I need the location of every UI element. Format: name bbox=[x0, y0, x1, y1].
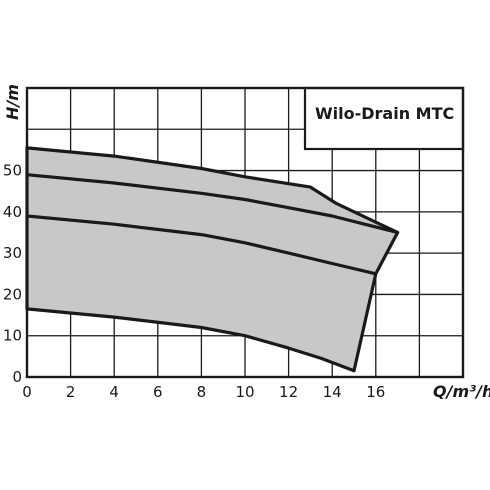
x-tick-label: 8 bbox=[197, 383, 207, 401]
title-box: Wilo-Drain MTC bbox=[303, 86, 465, 151]
tick-labels: 0 2 4 6 8 10 12 14 16 0 10 20 30 40 50 bbox=[3, 162, 385, 401]
chart-title: Wilo-Drain MTC bbox=[315, 104, 454, 123]
envelope-group bbox=[25, 146, 400, 373]
pump-curve-line-1 bbox=[25, 173, 400, 235]
plot-frame bbox=[25, 86, 465, 379]
x-tick-label: 0 bbox=[22, 383, 32, 401]
x-tick-label: 14 bbox=[323, 383, 342, 401]
x-tick-label: 12 bbox=[279, 383, 298, 401]
x-tick-label: 6 bbox=[153, 383, 163, 401]
pump-curve-line-2 bbox=[25, 214, 378, 276]
y-tick-label: 10 bbox=[3, 327, 22, 345]
y-tick-label: 50 bbox=[3, 162, 22, 180]
x-tick-label: 10 bbox=[235, 383, 254, 401]
y-tick-label: 20 bbox=[3, 285, 22, 303]
x-axis-label: Q/m³/h bbox=[433, 382, 490, 401]
y-tick-label: 40 bbox=[3, 203, 22, 221]
series-group bbox=[25, 173, 400, 276]
x-tick-label: 16 bbox=[366, 383, 385, 401]
x-tick-label: 2 bbox=[66, 383, 76, 401]
x-tick-label: 4 bbox=[109, 383, 119, 401]
y-axis-label: H/m bbox=[3, 84, 22, 120]
operating-range-envelope bbox=[25, 146, 400, 373]
y-tick-label: 0 bbox=[12, 368, 22, 386]
y-tick-label: 30 bbox=[3, 244, 22, 262]
